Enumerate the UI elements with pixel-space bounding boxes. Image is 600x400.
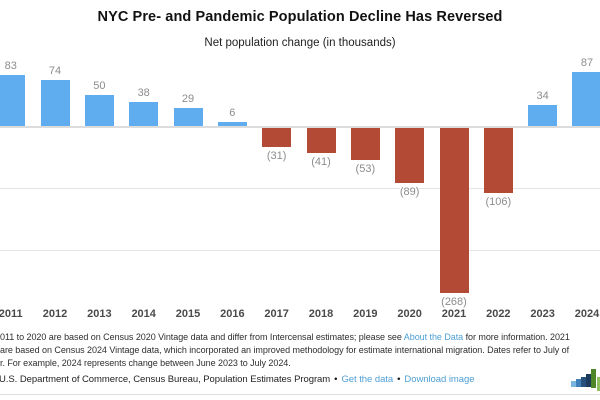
- bar-2015[interactable]: [173, 107, 203, 126]
- year-label-2022: 2022: [486, 308, 511, 320]
- year-label-2024: 2024: [574, 308, 600, 320]
- year-label-2011: 2011: [0, 308, 23, 320]
- logo-bar: [597, 377, 600, 391]
- bar-2023[interactable]: [528, 104, 558, 126]
- year-label-2015: 2015: [175, 308, 201, 320]
- bar-2024[interactable]: [572, 72, 600, 126]
- logo-bar: [576, 379, 581, 387]
- bullet-separator: •: [397, 374, 401, 385]
- bar-2018[interactable]: [306, 127, 336, 154]
- year-label-2023: 2023: [530, 308, 555, 320]
- gridline: [0, 249, 600, 251]
- gridline: [0, 188, 600, 190]
- bar-2020[interactable]: [395, 127, 425, 183]
- logo-bar: [591, 369, 596, 388]
- year-label-2020: 2020: [397, 308, 422, 320]
- bar-2016[interactable]: [217, 122, 247, 126]
- bar-2011[interactable]: [0, 74, 26, 126]
- download-image-link[interactable]: Download image: [404, 374, 475, 385]
- year-label-2018: 2018: [308, 308, 334, 320]
- bullet-separator: •: [334, 374, 338, 385]
- value-label-2020: (89): [399, 185, 420, 198]
- value-label-2018: (41): [311, 156, 331, 169]
- about-the-data-link[interactable]: About the Data: [403, 332, 464, 342]
- logo-bar: [581, 377, 586, 387]
- bar-2012[interactable]: [40, 80, 70, 126]
- bar-2022[interactable]: [483, 127, 513, 194]
- year-label-2013: 2013: [87, 308, 112, 320]
- year-label-2019: 2019: [353, 308, 378, 320]
- notes-line-3: r. For example, 2024 represents change b…: [0, 357, 291, 368]
- bar-chart-logo-icon: [566, 368, 600, 392]
- bar-2019[interactable]: [350, 127, 380, 161]
- bottom-divider: [0, 394, 600, 395]
- value-label-2012: 74: [48, 65, 62, 78]
- value-label-2023: 34: [536, 89, 549, 102]
- chart-title: NYC Pre- and Pandemic Population Decline…: [97, 9, 503, 25]
- bar-2021[interactable]: [439, 127, 469, 294]
- year-label-2016: 2016: [220, 308, 245, 320]
- value-label-2013: 50: [93, 79, 106, 92]
- logo-bar: [586, 374, 591, 387]
- notes-line-1: 011 to 2020 are based on Census 2020 Vin…: [0, 332, 570, 342]
- value-label-2019: (53): [355, 163, 376, 176]
- zero-axis-line: [0, 125, 600, 128]
- chart-subtitle: Net population change (in thousands): [204, 37, 396, 49]
- bar-2017[interactable]: [262, 127, 292, 147]
- value-label-2022: (106): [485, 196, 512, 209]
- get-the-data-link[interactable]: Get the data: [341, 374, 394, 385]
- value-label-2017: (31): [266, 149, 287, 162]
- source-line: U.S. Department of Commerce, Census Bure…: [0, 374, 599, 385]
- logo-bar: [571, 381, 576, 387]
- chart-notes: 011 to 2020 are based on Census 2020 Vin…: [0, 331, 600, 370]
- value-label-2014: 38: [137, 87, 150, 100]
- notes-line-2: are based on Census 2024 Vintage data, w…: [0, 344, 570, 355]
- year-label-2014: 2014: [131, 308, 156, 320]
- value-label-2021: (268): [441, 296, 467, 309]
- value-label-2016: 6: [229, 107, 236, 120]
- source-text: U.S. Department of Commerce, Census Bure…: [0, 374, 331, 385]
- value-label-2024: 87: [580, 57, 594, 70]
- bar-2014[interactable]: [129, 102, 159, 126]
- value-label-2015: 29: [181, 92, 195, 105]
- year-label-2017: 2017: [264, 308, 289, 320]
- bar-2013[interactable]: [84, 94, 114, 126]
- year-label-2012: 2012: [42, 308, 68, 320]
- year-label-2021: 2021: [441, 308, 467, 320]
- value-label-2011: 83: [4, 59, 17, 72]
